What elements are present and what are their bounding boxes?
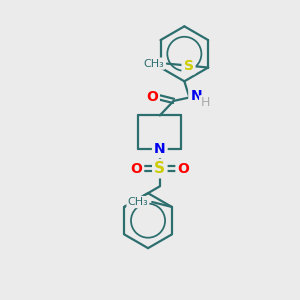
Text: S: S xyxy=(154,161,165,176)
Text: N: N xyxy=(190,89,202,103)
Text: H: H xyxy=(200,96,210,110)
Text: O: O xyxy=(130,162,142,176)
Text: S: S xyxy=(184,58,194,73)
Text: O: O xyxy=(146,90,158,104)
Text: CH₃: CH₃ xyxy=(128,197,148,207)
Text: CH₃: CH₃ xyxy=(143,58,164,69)
Text: O: O xyxy=(177,162,189,176)
Text: N: N xyxy=(154,142,166,156)
